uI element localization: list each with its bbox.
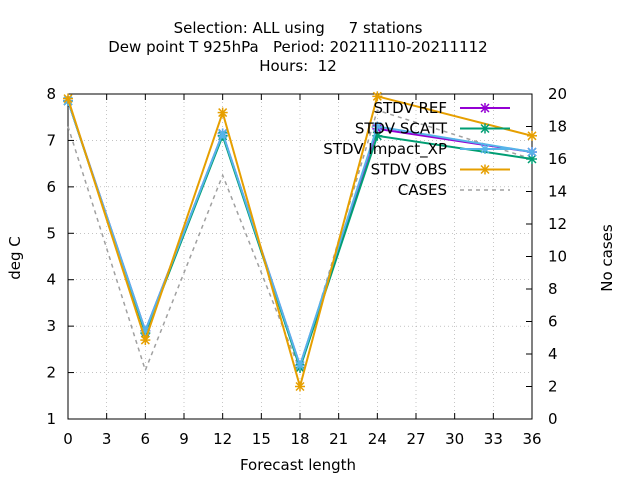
y-tick-label: 2	[46, 364, 56, 382]
y2-tick-label: 14	[548, 183, 567, 201]
title-line: Hours: 12	[259, 57, 337, 75]
y-axis-label: deg C	[6, 236, 24, 280]
x-tick-label: 3	[102, 430, 112, 448]
series-line	[67, 95, 533, 391]
data-point	[527, 130, 537, 141]
y2-axis-label: No cases	[598, 224, 616, 292]
y2-tick-label: 12	[548, 215, 567, 233]
x-tick-label: 18	[290, 430, 309, 448]
series-stdv-obs	[63, 91, 537, 392]
x-tick-label: 30	[445, 430, 464, 448]
legend-marker	[480, 144, 490, 154]
y-tick-label: 6	[46, 178, 56, 196]
x-tick-label: 9	[179, 430, 189, 448]
x-tick-label: 27	[406, 430, 425, 448]
y-tick-label: 8	[46, 85, 56, 103]
title-line: Selection: ALL using 7 stations	[174, 19, 423, 37]
legend-label: CASES	[398, 181, 447, 199]
data-point	[140, 335, 151, 346]
y-tick-label: 1	[46, 410, 56, 428]
legend-item-stdv-impact-xp: STDV Impact_XP	[323, 140, 510, 159]
series-line	[67, 109, 533, 373]
legend-label: STDV Impact_XP	[323, 140, 447, 159]
y-tick-label: 5	[46, 224, 56, 242]
data-point	[63, 93, 73, 104]
legend-item-stdv-ref: STDV REF	[373, 99, 510, 117]
legend-item-stdv-obs: STDV OBS	[371, 161, 510, 179]
data-point	[372, 121, 383, 132]
y2-tick-label: 6	[548, 313, 558, 331]
y2-tick-label: 8	[548, 280, 558, 298]
y-tick-label: 3	[46, 317, 56, 335]
y2-tick-label: 16	[548, 150, 567, 168]
legend-marker	[480, 103, 490, 113]
data-point	[372, 91, 383, 102]
data-point	[217, 128, 228, 139]
y2-tick-label: 0	[548, 410, 558, 428]
series-cases	[67, 109, 533, 373]
legend-marker	[480, 123, 490, 134]
x-tick-label: 15	[252, 430, 271, 448]
y2-tick-label: 18	[548, 118, 567, 136]
x-axis-label: Forecast length	[240, 456, 356, 474]
data-point	[527, 147, 537, 158]
y2-tick-label: 20	[548, 85, 567, 103]
data-point	[295, 360, 305, 371]
legend-label: STDV OBS	[371, 161, 447, 179]
x-tick-label: 33	[484, 430, 503, 448]
legend-label: STDV REF	[373, 99, 447, 117]
legend-item-cases: CASES	[398, 181, 510, 199]
data-point	[295, 381, 305, 392]
legend: STDV REF STDV SCATT STDV Impact_XP STDV OBS…	[323, 99, 510, 199]
series	[63, 91, 537, 392]
x-tick-label: 36	[522, 430, 541, 448]
x-tick-label: 24	[368, 430, 387, 448]
title-line: Dew point T 925hPa Period: 20211110-2021…	[108, 38, 487, 56]
y2-tick-label: 4	[548, 345, 558, 363]
x-tick-label: 12	[213, 430, 232, 448]
x-tick-label: 0	[63, 430, 73, 448]
y-tick-label: 7	[46, 131, 56, 149]
data-point	[217, 107, 228, 118]
legend-label: STDV SCATT	[355, 120, 448, 138]
axis-ticks: 0 3 6 9 12 15 18 21 24 27 30 33 36123456780246810121…	[46, 85, 567, 448]
y2-tick-label: 2	[548, 378, 558, 396]
y-tick-label: 4	[46, 271, 56, 289]
x-tick-label: 6	[141, 430, 151, 448]
legend-item-stdv-scatt: STDV SCATT	[355, 120, 510, 138]
x-tick-label: 21	[329, 430, 348, 448]
legend-marker	[480, 164, 490, 175]
y2-tick-label: 10	[548, 248, 567, 266]
